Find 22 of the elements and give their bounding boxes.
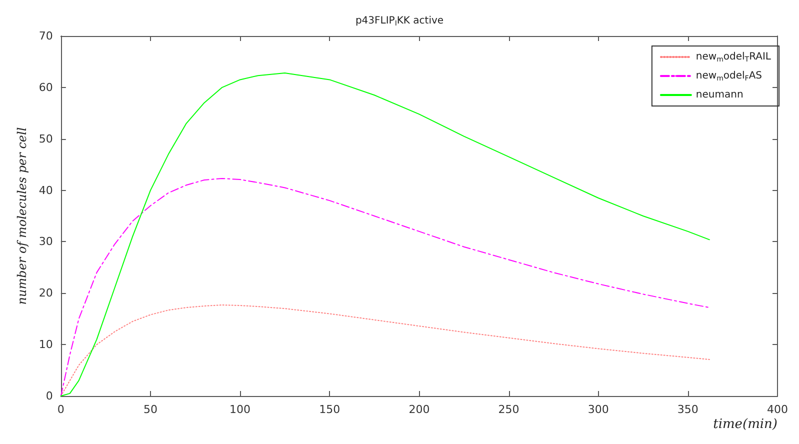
x-tick-label: 300 [588,403,609,416]
line-series [60,178,710,396]
x-axis-title: time(min) [713,417,778,432]
x-tick-label: 350 [677,403,698,416]
y-tick-label: 60 [38,80,53,94]
x-tick-label: 0 [57,403,64,416]
line-series [60,304,710,396]
x-tick-label: 100 [230,403,251,416]
legend-label: neumann [696,90,744,100]
x-tick-label: 200 [408,403,430,416]
y-tick-label: 30 [38,235,53,248]
y-tick-label: 70 [38,30,53,42]
y-tick-label: 40 [38,184,53,197]
y-axis-title: number of molecules per cell [15,127,29,305]
y-tick-label: 0 [46,390,53,402]
y-tick-label: 20 [38,286,53,300]
x-tick-label: 50 [143,403,158,416]
x-tick-label: 250 [498,403,520,416]
x-tick-label: 400 [767,403,788,416]
x-tick-label: 150 [319,403,340,416]
y-tick-label: 50 [38,132,53,146]
y-tick-label: 10 [38,338,53,352]
